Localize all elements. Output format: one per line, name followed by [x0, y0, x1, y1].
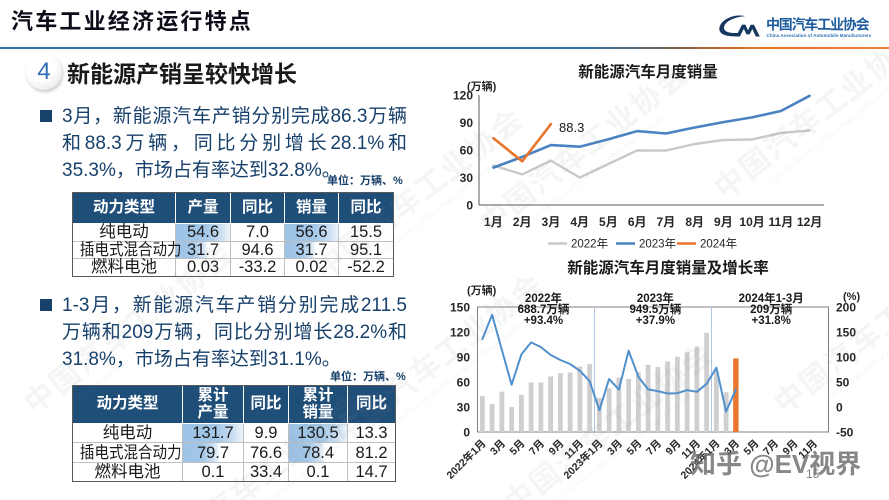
svg-text:7月: 7月 [527, 438, 547, 458]
svg-text:60: 60 [460, 144, 474, 158]
svg-text:7月: 7月 [644, 438, 664, 458]
svg-text:2023年: 2023年 [639, 237, 676, 251]
svg-text:11月: 11月 [769, 215, 794, 229]
svg-text:5月: 5月 [507, 438, 527, 458]
svg-text:12月: 12月 [797, 215, 822, 229]
svg-text:2022年: 2022年 [571, 237, 608, 251]
svg-text:0: 0 [463, 426, 470, 440]
svg-text:(万辆): (万辆) [467, 283, 497, 297]
svg-text:30: 30 [457, 401, 471, 415]
svg-text:5月: 5月 [599, 215, 618, 229]
svg-text:4月: 4月 [570, 215, 589, 229]
svg-text:2024年1-3月: 2024年1-3月 [739, 291, 804, 305]
svg-text:5月: 5月 [624, 438, 644, 458]
svg-text:90: 90 [457, 351, 471, 365]
svg-text:2022年: 2022年 [525, 291, 563, 305]
svg-text:6月: 6月 [628, 215, 647, 229]
svg-text:-50: -50 [836, 426, 854, 440]
svg-text:0: 0 [836, 401, 843, 415]
svg-text:60: 60 [457, 376, 471, 390]
svg-text:949.5万辆: 949.5万辆 [630, 302, 682, 316]
svg-text:50: 50 [836, 376, 850, 390]
svg-text:2023年: 2023年 [637, 291, 675, 305]
svg-text:(%): (%) [843, 291, 860, 303]
svg-text:120: 120 [450, 326, 470, 340]
svg-text:10月: 10月 [739, 215, 764, 229]
svg-text:新能源汽车月度销量: 新能源汽车月度销量 [578, 62, 718, 81]
svg-text:2022年1月: 2022年1月 [444, 437, 489, 482]
svg-text:100: 100 [836, 351, 856, 365]
svg-text:+31.8%: +31.8% [752, 315, 791, 327]
svg-text:中国汽车工业协会: 中国汽车工业协会 [766, 17, 870, 33]
svg-text:209万辆: 209万辆 [750, 302, 793, 316]
svg-text:China Association of Automobil: China Association of Automobile Manufact… [767, 33, 872, 38]
svg-text:90: 90 [460, 116, 474, 130]
svg-text:+93.4%: +93.4% [524, 315, 563, 327]
svg-text:200: 200 [836, 301, 856, 315]
svg-text:150: 150 [836, 326, 856, 340]
svg-text:7月: 7月 [657, 215, 676, 229]
svg-text:0: 0 [466, 199, 473, 213]
svg-text:150: 150 [450, 301, 470, 315]
svg-text:新能源汽车月度销量及增长率: 新能源汽车月度销量及增长率 [567, 258, 769, 277]
svg-text:+37.9%: +37.9% [636, 315, 675, 327]
svg-text:3月: 3月 [542, 215, 561, 229]
svg-text:9月: 9月 [714, 215, 733, 229]
svg-text:688.7万辆: 688.7万辆 [518, 302, 570, 316]
svg-text:120: 120 [453, 89, 473, 103]
svg-text:3月: 3月 [488, 438, 508, 458]
svg-text:88.3: 88.3 [559, 120, 584, 135]
svg-text:(万辆): (万辆) [467, 79, 497, 93]
svg-text:8月: 8月 [685, 215, 704, 229]
svg-text:30: 30 [460, 171, 474, 185]
svg-text:1月: 1月 [484, 215, 503, 229]
svg-text:2月: 2月 [513, 215, 532, 229]
svg-text:3月: 3月 [605, 438, 625, 458]
svg-text:2024年: 2024年 [700, 237, 737, 251]
